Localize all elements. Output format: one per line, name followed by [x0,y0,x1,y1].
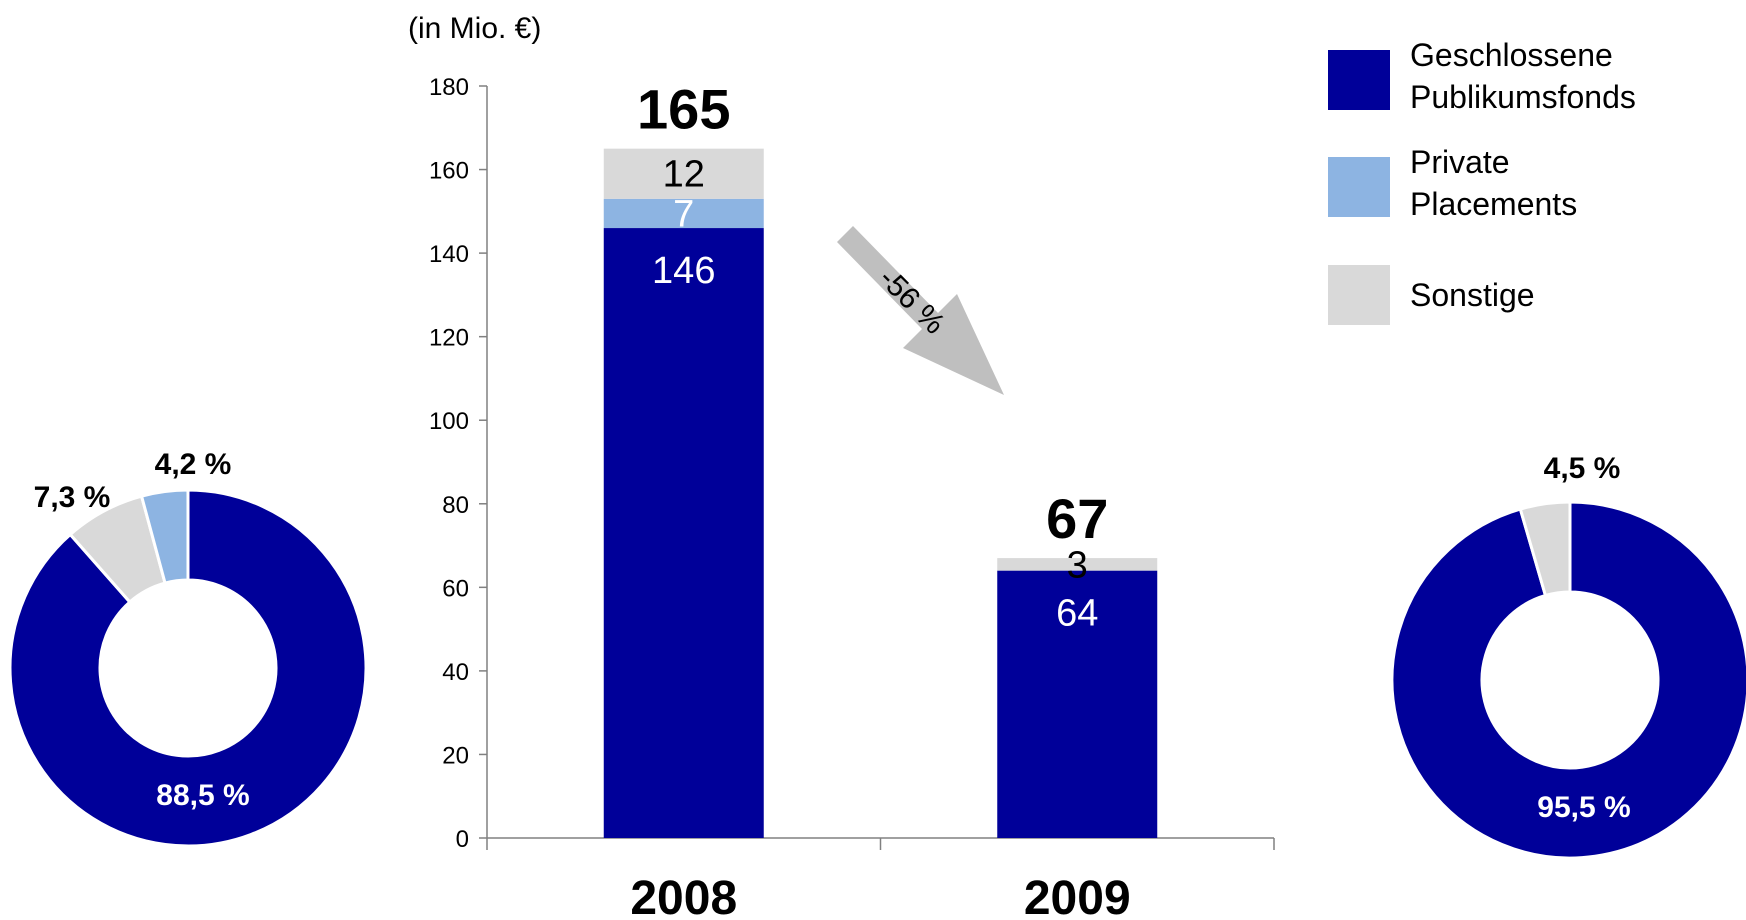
bar-total-label: 165 [637,78,730,141]
bar-total-label: 67 [1046,487,1108,550]
x-category-label: 2008 [630,872,737,920]
bar-segment [997,558,1158,571]
donut-slice [139,488,190,585]
change-annotation: -56 % [872,262,951,341]
bar-segment-label: 12 [663,154,705,196]
y-tick-label: 100 [429,408,469,435]
legend-label: Private [1410,144,1510,180]
y-tick-label: 180 [429,74,469,101]
legend-swatch [1328,50,1390,110]
donut-slice [8,488,368,848]
bar-value-labels: 146 712 165 64 367 [637,78,1108,635]
bar-segment-label: 3 [1067,544,1088,586]
stacked-bars [603,148,1158,839]
y-tick-label: 0 [456,826,469,853]
y-tick-label: 120 [429,325,469,352]
bar-segment [603,198,764,229]
donut-slice-label: 7,3 % [34,481,111,514]
donut-slice [1518,500,1572,598]
donut-chart-2008: 88,5 % 7,3 % 4,2 % [8,448,368,848]
y-tick-label: 160 [429,158,469,185]
donut-slice-label: 4,2 % [155,448,232,481]
legend-label: Sonstige [1410,277,1535,313]
y-tick-label: 40 [442,659,469,686]
legend-label: Publikumsfonds [1410,79,1636,115]
change-arrow-shape [837,226,1004,395]
donut-slice-label: 88,5 % [156,779,249,812]
bar-segment [997,570,1158,838]
y-tick-label: 20 [442,742,469,769]
legend-swatch [1328,157,1390,217]
donut-chart-2009: 95,5 % 4,5 % [1390,452,1746,860]
legend-swatch [1328,265,1390,325]
x-axis: 2008 2009 [486,837,1275,920]
change-arrow: -56 % [837,226,1004,395]
unit-label: (in Mio. €) [408,12,541,45]
legend: Geschlossene Publikumsfonds Private Placeme… [1328,37,1636,325]
y-axis: 0 20 40 60 80 100 120 140 160 180 [429,74,488,853]
bar-segment [603,148,764,199]
x-category-label: 2009 [1024,872,1131,920]
legend-label: Placements [1410,186,1577,222]
donut-slice-label: 95,5 % [1537,791,1630,824]
y-tick-label: 80 [442,492,469,519]
y-tick-label: 140 [429,241,469,268]
bar-segment-label: 146 [652,250,715,292]
bar-segment [603,228,764,839]
bar-segment-label: 64 [1056,593,1098,635]
y-tick-label: 60 [442,575,469,602]
legend-label: Geschlossene [1410,37,1613,73]
donut-slice-label: 4,5 % [1544,452,1621,485]
bar-segment-label: 7 [673,193,694,235]
donut-slice [1390,500,1746,860]
